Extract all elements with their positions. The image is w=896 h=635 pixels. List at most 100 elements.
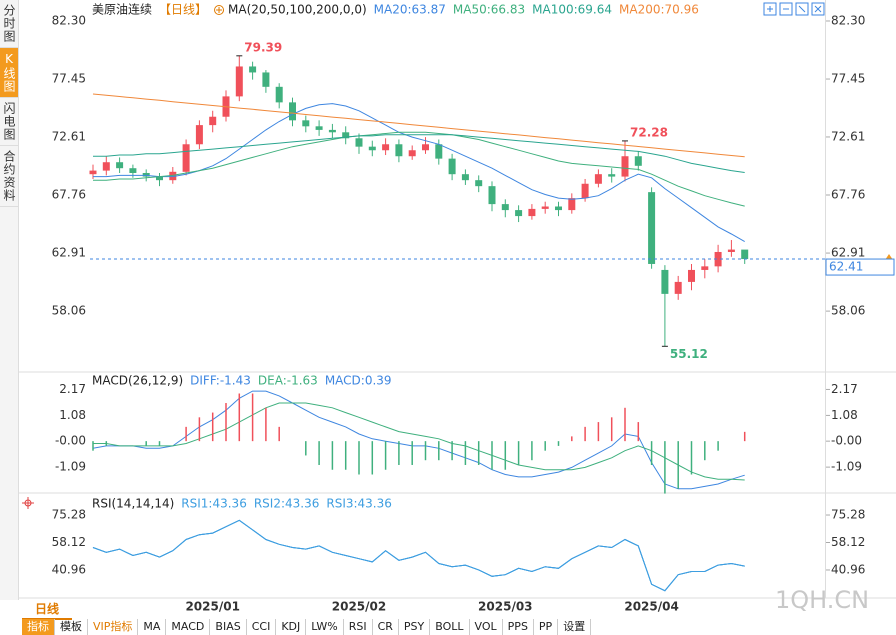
icon[interactable] [795,2,809,16]
y-tick-label-right: 1.08 [831,408,858,422]
toolbar-item[interactable]: BIAS [210,619,247,635]
candle-body [262,72,270,87]
x-tick-label: 2025/03 [478,600,532,614]
period-tab[interactable]: 日线 [22,601,72,620]
icon[interactable] [779,2,793,16]
x-tick-label: 2025/01 [185,600,239,614]
line-series [93,131,745,207]
toolbar-item[interactable]: MA [138,619,167,635]
candle-body [541,206,549,209]
tab[interactable]: 闪电图 [0,98,18,146]
candle-body [528,208,536,217]
toolbar-item[interactable]: CCI [247,619,277,635]
icon[interactable] [763,2,777,16]
toolbar-item[interactable]: 指标 [22,619,55,635]
toolbar-item[interactable]: LW% [306,619,344,635]
y-tick-label: 62.91 [52,246,86,260]
candle-body [408,150,416,157]
legend-label: MA200:70.96 [619,3,699,17]
y-tick-label: 40.96 [52,562,86,576]
y-tick-label: 1.08 [59,408,86,422]
toolbar-icons[interactable] [763,2,825,16]
legend-label: MACD:0.39 [325,374,392,388]
legend-label: DIFF:-1.43 [190,374,251,388]
candle-body [661,269,669,294]
candle-body [116,162,124,169]
y-tick-label-right: -0.00 [831,434,862,448]
legend-label: MA50:66.83 [453,3,525,17]
y-tick-label-right: 58.06 [831,304,865,318]
y-tick-label-right: 82.30 [831,13,865,27]
x-tick-label: 2025/04 [624,600,678,614]
legend-label: MA(20,50,100,200,0,0) [228,3,367,17]
candle-body [448,158,456,175]
candle-body [195,125,203,145]
last-price-label: 62.41 [829,260,863,274]
candle-body [395,144,403,157]
y-tick-label: 67.76 [52,188,86,202]
candle-body [382,144,390,151]
toolbar-item[interactable]: BOLL [430,619,470,635]
candle-body [581,183,589,199]
candle-body [102,162,110,171]
toolbar-item[interactable]: VIP指标 [88,619,139,635]
toolbar-item[interactable]: VOL [470,619,503,635]
toolbar-item[interactable]: KDJ [276,619,307,635]
y-tick-label: 77.45 [52,72,86,86]
toolbar-item[interactable]: RSI [344,619,373,635]
line-series [93,134,745,173]
candle-body [701,266,709,270]
candle-body [169,171,177,181]
watermark: 1QH.CN [775,586,869,614]
icon-stroke [798,5,806,13]
add-icon [214,5,225,15]
candle-body [142,172,150,177]
y-tick-label-right: 58.12 [831,535,865,549]
candle-body [209,116,217,126]
y-tick-label: 2.17 [59,382,86,396]
tab-active[interactable]: K线图 [0,48,18,98]
candle-body [568,198,576,211]
candle-body [182,144,190,172]
toolbar-item[interactable]: 设置 [558,619,592,635]
candle-body [608,174,616,177]
candle-body [461,174,469,181]
icon-stroke [814,5,822,13]
icon[interactable] [811,2,825,16]
candle-body [328,129,336,133]
extreme-label: 72.28 [630,125,668,139]
toolbar-item[interactable]: PSY [399,619,431,635]
candle-body [235,66,243,97]
x-tick-label: 2025/02 [332,600,386,614]
toolbar-item[interactable]: PPS [503,619,534,635]
toolbar-item[interactable]: CR [373,619,399,635]
legend-label: RSI1:43.36 [181,497,247,511]
tab[interactable]: 合约资料 [0,146,18,207]
candle-body [727,249,735,252]
y-tick-label-right: 2.17 [831,382,858,396]
line-series [92,519,745,592]
toolbar-item[interactable]: MACD [166,619,211,635]
candle-body [488,186,496,205]
candle-body [435,144,443,159]
line-series [92,390,745,490]
tab[interactable]: 分时图 [0,0,18,48]
line-series [92,519,745,592]
toolbar-item[interactable]: 模板 [55,619,88,635]
extreme-label: 79.39 [244,40,282,54]
toolbar-item[interactable]: PP [534,619,559,635]
candle-body [249,66,257,73]
rsi-icon[interactable] [22,497,34,509]
candle-body [275,86,283,103]
candle-body [289,102,296,121]
candle-body [156,176,163,181]
candle-body [515,210,523,217]
y-tick-label: 75.28 [52,508,86,522]
y-tick-label: -0.00 [55,434,86,448]
candle-body [714,251,722,267]
candle-body [89,170,97,175]
candle-body [594,174,602,184]
line-series [93,402,745,481]
candle-body [688,269,695,282]
